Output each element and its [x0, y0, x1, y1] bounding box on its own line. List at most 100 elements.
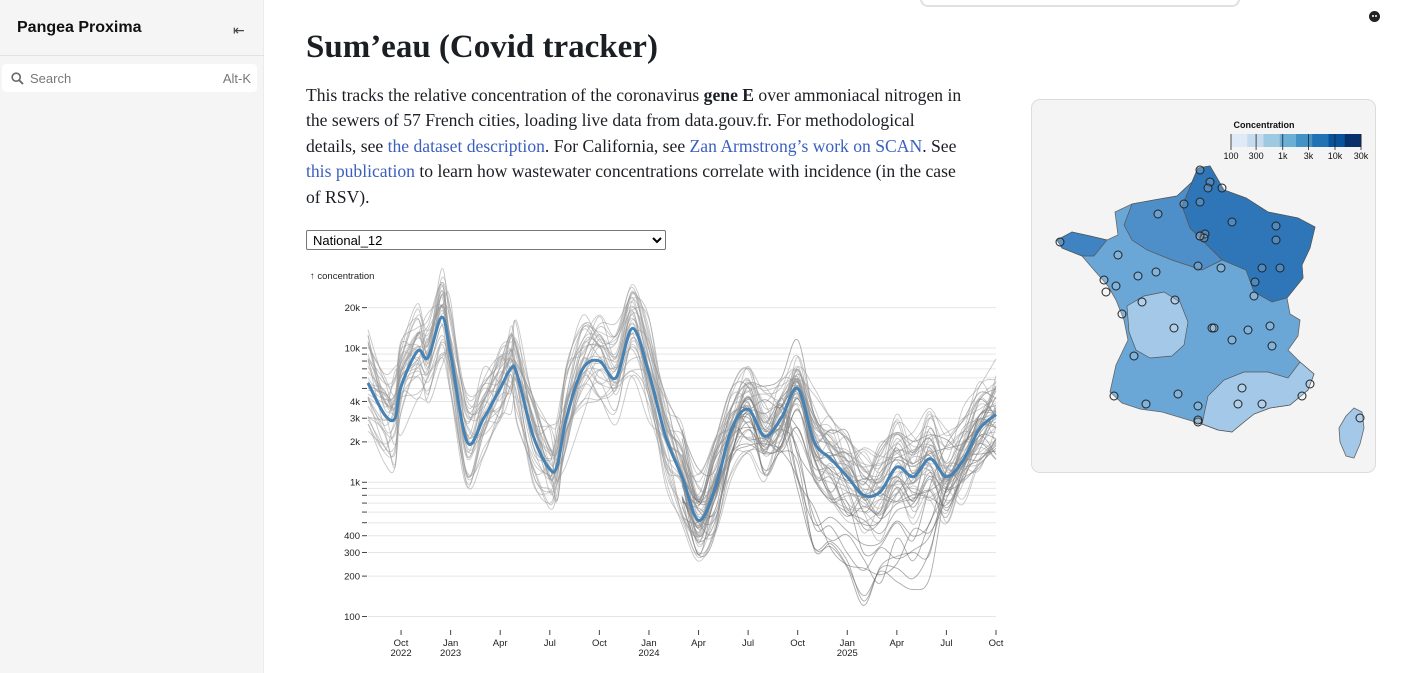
city-markers [1055, 165, 1365, 427]
city-marker[interactable] [1243, 325, 1253, 335]
x-tick-label: Apr [493, 638, 508, 649]
city-marker[interactable] [1305, 379, 1315, 389]
app-brand[interactable]: Pangea Proxima [17, 19, 142, 36]
city-marker[interactable] [1275, 263, 1285, 273]
x-tick-label: Jan [641, 638, 656, 649]
collapse-sidebar-icon[interactable]: ⇤ [233, 22, 245, 38]
city-marker[interactable] [1169, 323, 1179, 333]
legend-color-swatch [1231, 134, 1248, 147]
x-tick-year-label: 2025 [837, 648, 858, 659]
legend-tick-label: 100 [1223, 151, 1238, 161]
city-series-line [681, 378, 997, 542]
page-title: Sum’eau (Covid tracker) [306, 29, 658, 65]
france-region-southeast-light [1201, 361, 1315, 433]
search-box[interactable]: Search Alt-K [2, 64, 257, 92]
city-marker[interactable] [1151, 267, 1161, 277]
intro-text: over ammoniacal nitrogen in the sewers o… [306, 85, 962, 156]
y-axis-label: ↑ concentration [310, 271, 374, 282]
sidebar-divider [0, 55, 264, 56]
city-marker[interactable] [1170, 295, 1180, 305]
city-marker[interactable] [1111, 281, 1121, 291]
city-marker[interactable] [1129, 351, 1139, 361]
city-marker[interactable] [1250, 277, 1260, 287]
city-marker[interactable] [1193, 261, 1203, 271]
city-marker[interactable] [1267, 341, 1277, 351]
city-marker[interactable] [1271, 221, 1281, 231]
city-marker[interactable] [1195, 165, 1205, 175]
city-marker[interactable] [1249, 291, 1259, 301]
city-marker[interactable] [1271, 235, 1281, 245]
x-tick-label: Apr [889, 638, 904, 649]
city-marker[interactable] [1101, 287, 1111, 297]
top-embed-frame [920, 0, 1240, 7]
city-marker[interactable] [1117, 309, 1127, 319]
y-tick-label: 200 [344, 571, 360, 582]
map-legend-ramp [1231, 134, 1362, 147]
city-marker[interactable] [1195, 197, 1205, 207]
city-marker[interactable] [1153, 209, 1163, 219]
city-series-line [367, 340, 997, 547]
x-tick-year-label: 2022 [390, 648, 411, 659]
legend-color-swatch [1247, 134, 1264, 147]
city-marker[interactable] [1257, 263, 1267, 273]
x-tick-label: Oct [989, 638, 1004, 649]
city-marker[interactable] [1227, 335, 1237, 345]
city-marker[interactable] [1237, 383, 1247, 393]
city-marker[interactable] [1137, 297, 1147, 307]
dataset-description-link[interactable]: the dataset description [387, 135, 545, 156]
city-marker[interactable] [1193, 415, 1203, 425]
map-legend-ticks: 100 300 1k 3k 10k 30k [1223, 134, 1369, 161]
x-tick-label: Jul [742, 638, 754, 649]
legend-tick-label: 300 [1249, 151, 1264, 161]
y-tick-label: 20k [345, 303, 361, 314]
search-icon [11, 72, 24, 85]
city-series-line [367, 309, 997, 524]
publication-link[interactable]: this publication [306, 161, 415, 182]
city-marker[interactable] [1209, 323, 1219, 333]
city-marker[interactable] [1257, 399, 1267, 409]
station-select[interactable]: National_12 [306, 230, 666, 250]
france-region-brittany [1056, 231, 1108, 257]
city-marker[interactable] [1173, 389, 1183, 399]
city-marker[interactable] [1203, 183, 1213, 193]
city-marker[interactable] [1265, 321, 1275, 331]
intro-text: . See [922, 135, 957, 156]
search-shortcut: Alt-K [222, 71, 251, 86]
city-marker[interactable] [1355, 413, 1365, 423]
city-series-line [367, 291, 997, 483]
city-marker[interactable] [1055, 237, 1065, 247]
y-tick-label: 1k [350, 478, 360, 489]
y-tick-label: 400 [344, 531, 360, 542]
x-tick-year-label: 2023 [440, 648, 461, 659]
city-marker[interactable] [1227, 217, 1237, 227]
france-map [1056, 165, 1365, 459]
intro-text: . For California, see [544, 135, 690, 156]
legend-tick-label: 30k [1354, 151, 1369, 161]
city-marker[interactable] [1099, 275, 1109, 285]
city-marker[interactable] [1217, 183, 1227, 193]
city-marker[interactable] [1179, 199, 1189, 209]
city-marker[interactable] [1133, 271, 1143, 281]
legend-color-swatch [1279, 134, 1297, 147]
x-tick-year-label: 2024 [638, 648, 659, 659]
france-concentration-map: Concentration 100 300 1k 3k 10k 30k [1055, 120, 1369, 459]
city-marker[interactable] [1113, 250, 1123, 260]
city-marker[interactable] [1297, 391, 1307, 401]
avatar-icon[interactable] [1369, 11, 1380, 22]
city-marker[interactable] [1193, 401, 1203, 411]
map-card: Concentration 100 300 1k 3k 10k 30k [1031, 99, 1376, 473]
x-tick-label: Apr [691, 638, 706, 649]
intro-text: to learn how wastewater concentrations c… [306, 161, 956, 207]
y-tick-label: 4k [350, 397, 360, 408]
x-tick-label: Jan [443, 638, 458, 649]
city-marker[interactable] [1109, 391, 1119, 401]
scan-work-link[interactable]: Zan Armstrong’s work on SCAN [689, 135, 923, 156]
x-tick-label: Jan [840, 638, 855, 649]
city-marker[interactable] [1195, 231, 1205, 241]
city-marker[interactable] [1141, 399, 1151, 409]
city-marker[interactable] [1233, 399, 1243, 409]
intro-bold-gene: gene E [703, 85, 755, 105]
y-tick-label: 300 [344, 548, 360, 559]
city-marker[interactable] [1216, 263, 1226, 273]
y-tick-label: 10k [345, 343, 361, 354]
